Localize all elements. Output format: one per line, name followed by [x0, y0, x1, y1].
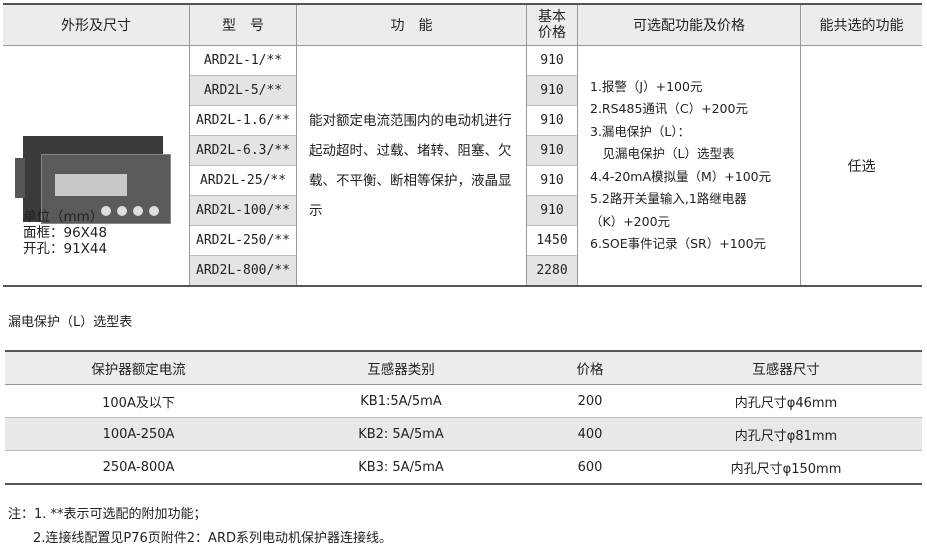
combinable-cell: 任选 — [800, 45, 922, 287]
frame-size: 面框：96X48 — [23, 225, 108, 241]
leak-protection-table: 保护器额定电流 互感器类别 价格 互感器尺寸 100A及以下 KB1:5A/5mA… — [5, 350, 922, 485]
header-price: 基本 价格 — [526, 4, 578, 46]
cell: KB2: 5A/5mA — [272, 417, 530, 451]
header-price: 价格 — [530, 351, 650, 385]
function-cell: 能对额定电流范围内的电动机进行起动超时、过载、堵转、阻塞、欠载、不平衡、断相等保… — [296, 45, 527, 287]
option-item: 1.报警（J）+100元 — [590, 78, 703, 94]
cell: 400 — [530, 417, 650, 451]
header-transformer-size: 互感器尺寸 — [650, 351, 922, 385]
cell: 600 — [530, 450, 650, 485]
leak-table-title: 漏电保护（L）选型表 — [8, 315, 133, 330]
header-combinable: 能共选的功能 — [800, 4, 922, 46]
cutout-size: 开孔：91X44 — [23, 241, 108, 257]
option-item: 5.2路开关量输入,1路继电器 — [590, 191, 747, 206]
table-row: 250A-800A KB3: 5A/5mA 600 内孔尺寸φ150mm — [5, 450, 922, 485]
header-row: 外形及尺寸 型 号 功 能 基本 价格 可选配功能及价格 能共选的功能 — [3, 4, 922, 46]
note-2: 2.连接线配置见P76页附件2：ARD系列电动机保护器连接线。 — [33, 531, 392, 546]
model-cell: ARD2L-100/** — [189, 195, 297, 226]
unit-label: 单位（mm） — [23, 209, 104, 225]
table-row: 100A-250A KB2: 5A/5mA 400 内孔尺寸φ81mm — [5, 417, 922, 451]
cell: 100A及以下 — [5, 384, 272, 418]
option-item: 见漏电保护（L）选型表 — [590, 146, 735, 161]
option-item: 3.漏电保护（L）： — [590, 123, 691, 139]
model-cell: ARD2L-5/** — [189, 75, 297, 106]
cell: KB1:5A/5mA — [272, 384, 530, 418]
table-row: 100A及以下 KB1:5A/5mA 200 内孔尺寸φ46mm — [5, 384, 922, 418]
cell: 内孔尺寸φ81mm — [650, 417, 922, 451]
model-cell: ARD2L-250/** — [189, 225, 297, 256]
price-cell: 910 — [526, 195, 578, 226]
product-table: 外形及尺寸 型 号 功 能 基本 价格 可选配功能及价格 能共选的功能 单位（m… — [3, 3, 922, 287]
option-item: （K）+200元 — [590, 213, 671, 229]
function-text: 能对额定电流范围内的电动机进行起动超时、过载、堵转、阻塞、欠载、不平衡、断相等保… — [309, 112, 512, 219]
cell: 内孔尺寸φ150mm — [650, 450, 922, 485]
option-item: 2.RS485通讯（C）+200元 — [590, 101, 748, 116]
header-model: 型 号 — [189, 4, 297, 46]
price-cell: 1450 — [526, 225, 578, 256]
header-rated-current: 保护器额定电流 — [5, 351, 272, 385]
cell: KB3: 5A/5mA — [272, 450, 530, 485]
cell: 250A-800A — [5, 450, 272, 485]
price-cell: 910 — [526, 45, 578, 76]
cell: 100A-250A — [5, 417, 272, 451]
note-1: 注：1. **表示可选配的附加功能； — [8, 507, 207, 522]
option-item: 6.SOE事件记录（SR）+100元 — [590, 236, 767, 251]
cell: 内孔尺寸φ46mm — [650, 384, 922, 418]
header-function: 功 能 — [296, 4, 527, 46]
model-cell: ARD2L-1/** — [189, 45, 297, 76]
device-image — [15, 136, 175, 226]
price-cell: 910 — [526, 165, 578, 196]
header-row: 保护器额定电流 互感器类别 价格 互感器尺寸 — [5, 351, 922, 385]
header-transformer-type: 互感器类别 — [272, 351, 530, 385]
header-dimensions: 外形及尺寸 — [3, 4, 190, 46]
option-item: 4.4-20mA模拟量（M）+100元 — [590, 168, 772, 184]
price-cell: 910 — [526, 135, 578, 166]
dimensions-cell: 单位（mm） 面框：96X48 开孔：91X44 — [3, 45, 190, 287]
options-cell: 1.报警（J）+100元 2.RS485通讯（C）+200元 3.漏电保护（L）… — [577, 45, 801, 287]
model-cell: ARD2L-800/** — [189, 255, 297, 287]
model-cell: ARD2L-1.6/** — [189, 105, 297, 136]
price-cell: 910 — [526, 105, 578, 136]
header-options: 可选配功能及价格 — [577, 4, 801, 46]
price-cell: 910 — [526, 75, 578, 106]
price-cell: 2280 — [526, 255, 578, 287]
model-cell: ARD2L-25/** — [189, 165, 297, 196]
model-cell: ARD2L-6.3/** — [189, 135, 297, 166]
cell: 200 — [530, 384, 650, 418]
